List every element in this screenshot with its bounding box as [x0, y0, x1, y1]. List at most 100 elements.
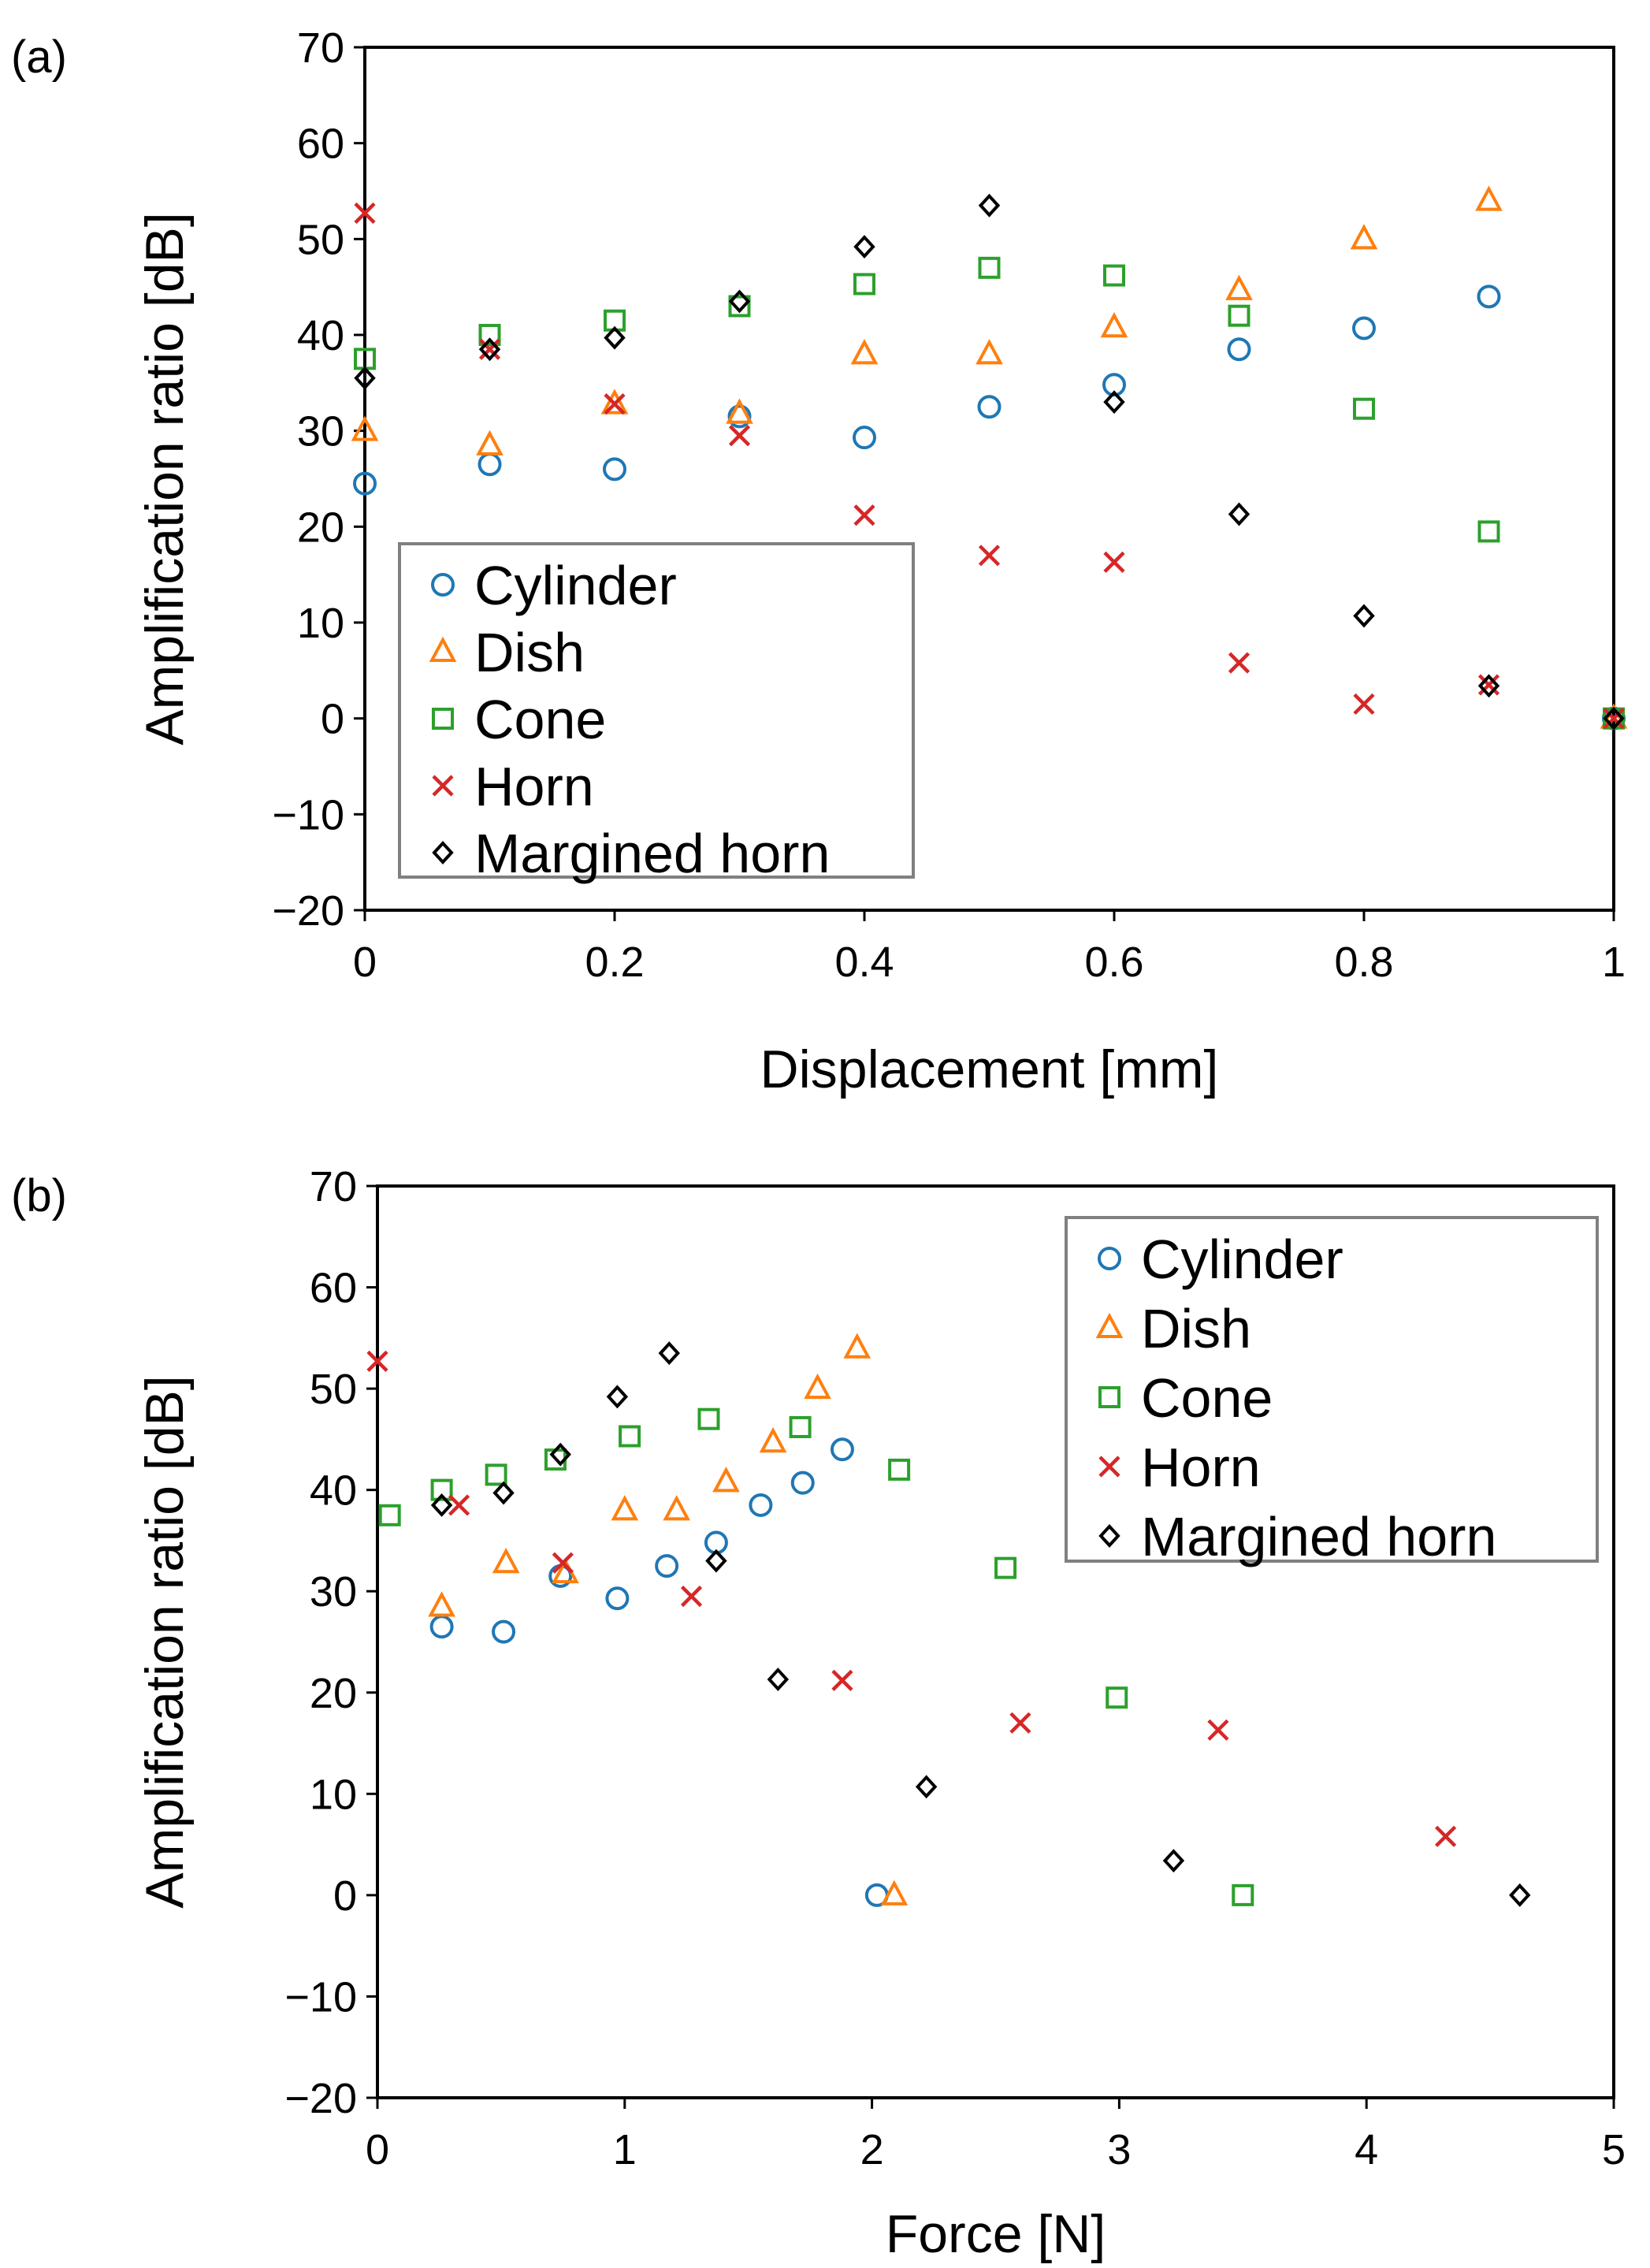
data-point-margined-horn [915, 1775, 938, 1799]
y-axis-title: Amplification ratio [dB] [135, 1375, 195, 1909]
data-point-cone [728, 295, 751, 318]
data-point-cone [1477, 520, 1500, 543]
legend-marker-cone [1098, 1386, 1120, 1408]
data-point-cone [789, 1415, 812, 1438]
data-point-cylinder [830, 1437, 854, 1462]
data-point-cylinder [429, 1615, 454, 1639]
legend-marker-dish [1095, 1312, 1124, 1338]
data-point-horn [1103, 551, 1125, 573]
data-point-cone [853, 273, 875, 296]
legend-marker-cone [432, 708, 454, 730]
data-point-cone [978, 256, 1001, 279]
legend-item-dish: Dish [429, 622, 585, 683]
y-tick-label: 20 [310, 1670, 357, 1717]
data-point-dish [880, 1879, 909, 1905]
y-tick-label: 60 [297, 121, 344, 168]
y-tick-label: 40 [297, 312, 344, 359]
data-point-cylinder [749, 1493, 773, 1517]
legend-item-cone: Cone [1098, 1367, 1273, 1429]
data-point-cone [994, 1556, 1017, 1579]
data-point-cylinder [603, 457, 626, 481]
legend-box [1065, 1216, 1599, 1563]
data-point-cylinder [605, 1586, 630, 1611]
panel-a-chart: −20 −10 0 10 20 30 40 50 60 70 0 0.2 0.4 0.6 0.8 1 Displ… [11, 24, 1628, 1099]
data-point-margined-horn [430, 1493, 453, 1517]
legend-marker-dish [429, 636, 457, 662]
data-point-dish [1475, 185, 1503, 211]
data-point-margined-horn [492, 1481, 515, 1505]
series-cylinder [429, 1437, 889, 1907]
data-point-horn [978, 545, 1001, 567]
x-tick-label: 4 [1355, 2126, 1378, 2173]
data-point-dish [611, 1495, 639, 1521]
series-margined-horn [430, 1341, 1531, 1907]
data-point-horn [853, 504, 875, 526]
data-point-dish [804, 1373, 831, 1400]
legend-marker-horn [1098, 1456, 1120, 1478]
data-point-cone [1353, 397, 1375, 420]
data-point-cylinder [1352, 316, 1376, 340]
data-point-margined-horn [606, 1385, 629, 1409]
data-point-horn [1228, 652, 1251, 674]
y-tick-label: 60 [310, 1265, 357, 1312]
data-point-horn [448, 1494, 470, 1516]
y-tick-label: 10 [310, 1771, 357, 1818]
y-tick-label: −20 [272, 887, 344, 935]
data-point-cylinder [790, 1470, 815, 1495]
series-cylinder [353, 284, 1626, 731]
data-point-horn [1353, 693, 1375, 716]
data-point-horn [1435, 1825, 1457, 1847]
x-tick-label: 0.8 [1334, 939, 1393, 986]
series-dish [351, 185, 1628, 729]
y-tick-label: 10 [297, 600, 344, 647]
x-tick-label: 0 [353, 939, 377, 986]
data-point-dish [726, 398, 753, 424]
data-point-cylinder [853, 426, 876, 450]
data-point-cone [888, 1458, 911, 1481]
legend-label: Margined horn [1141, 1506, 1496, 1567]
data-point-margined-horn [478, 337, 501, 362]
plot-area-frame [363, 46, 1615, 912]
data-point-dish [351, 415, 379, 441]
y-tick-label: 50 [310, 1366, 357, 1413]
legend-label: Dish [1141, 1298, 1251, 1359]
data-point-horn [366, 1350, 388, 1372]
data-point-horn [680, 1586, 703, 1608]
data-point-margined-horn [604, 325, 626, 350]
legend-label: Horn [474, 756, 594, 817]
data-point-margined-horn [1103, 390, 1125, 415]
data-point-cylinder [353, 471, 377, 496]
legend-item-cylinder: Cylinder [431, 555, 677, 616]
y-tick-label: −10 [272, 791, 344, 838]
data-point-dish [843, 1333, 871, 1359]
legend-label: Horn [1141, 1437, 1261, 1498]
data-point-horn [1603, 708, 1625, 730]
data-point-margined-horn [705, 1549, 727, 1573]
series-horn [366, 1350, 1457, 1847]
data-point-margined-horn [767, 1668, 790, 1692]
legend-label: Cone [1141, 1367, 1273, 1429]
data-point-horn [552, 1552, 574, 1574]
data-point-dish [1225, 274, 1253, 300]
data-point-margined-horn [1603, 706, 1625, 731]
y-tick-label: 40 [310, 1467, 357, 1515]
x-tick-label: 5 [1602, 2126, 1626, 2173]
x-tick-label: 3 [1107, 2126, 1131, 2173]
x-tick-label: 0.6 [1084, 939, 1143, 986]
legend-item-margined-horn: Margined horn [432, 823, 830, 884]
data-point-cylinder [727, 404, 752, 429]
data-point-margined-horn [1509, 1883, 1531, 1907]
plot-area-frame [376, 1184, 1615, 2099]
x-tick-label: 2 [860, 2126, 884, 2173]
data-point-cone [478, 324, 501, 346]
panel-b-chart: −20 −10 0 10 20 30 40 50 60 70 0 1 2 3 4 5 Force [N] Ampl… [11, 1163, 1626, 2264]
data-point-dish [476, 429, 504, 455]
data-point-margined-horn [1353, 604, 1375, 628]
data-point-dish [600, 389, 629, 415]
series-dish [428, 1333, 909, 1905]
x-axis-title: Displacement [mm] [760, 1039, 1219, 1099]
data-point-dish [850, 339, 879, 365]
y-tick-label: 0 [321, 696, 344, 743]
legend-item-horn: Horn [432, 756, 594, 817]
